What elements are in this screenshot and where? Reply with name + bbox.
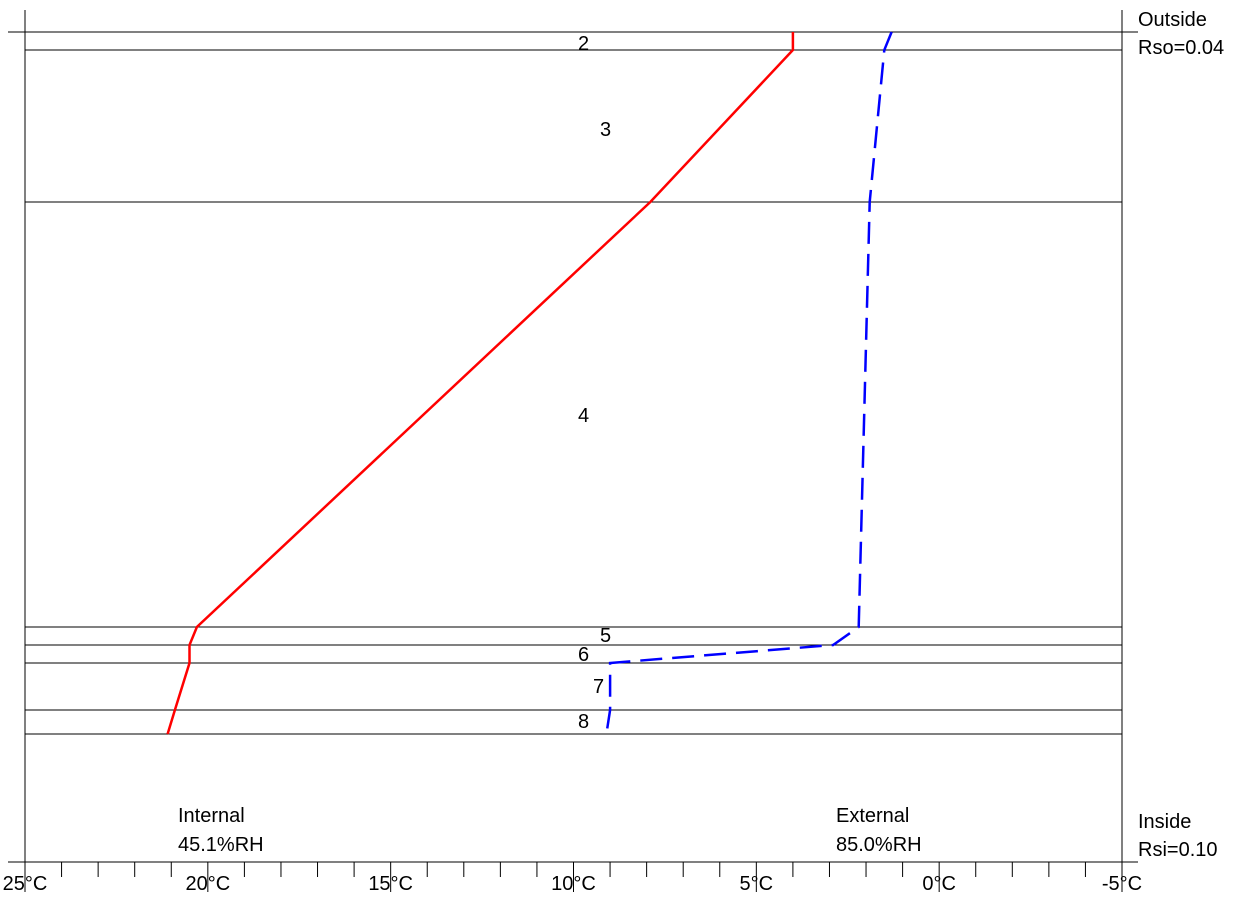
x-tick-label: 10°C bbox=[551, 873, 596, 895]
layer-boundaries bbox=[8, 31, 1138, 735]
x-tick-label: 15°C bbox=[368, 873, 413, 895]
internal-rh-label: 45.1%RH bbox=[178, 834, 264, 856]
external-title: External bbox=[836, 805, 909, 827]
x-tick-label: 0°C bbox=[922, 873, 956, 895]
outside-rso-label: Rso=0.04 bbox=[1138, 37, 1224, 59]
x-tick-label: -5°C bbox=[1102, 873, 1142, 895]
x-tick-label: 20°C bbox=[185, 873, 230, 895]
x-axis-tick-labels: 25°C 20°C 15°C 10°C 5°C 0°C -5°C bbox=[3, 873, 1142, 895]
internal-title: Internal bbox=[178, 805, 245, 827]
x-tick-label: 25°C bbox=[3, 873, 48, 895]
dewpoint-line bbox=[605, 31, 893, 735]
outside-title: Outside bbox=[1138, 9, 1207, 31]
layer-label: 4 bbox=[578, 405, 589, 427]
external-rh-label: 85.0%RH bbox=[836, 834, 922, 856]
inside-rsi-label: Rsi=0.10 bbox=[1138, 839, 1218, 861]
layer-label: 2 bbox=[578, 33, 589, 55]
layer-label: 5 bbox=[600, 625, 611, 647]
x-tick-label: 5°C bbox=[740, 873, 774, 895]
layer-label: 8 bbox=[578, 711, 589, 733]
x-axis-ticks bbox=[24, 862, 1123, 892]
inside-title: Inside bbox=[1138, 811, 1191, 833]
series bbox=[166, 31, 893, 735]
layer-label: 7 bbox=[593, 676, 604, 698]
layer-label: 3 bbox=[600, 119, 611, 141]
layer-label: 6 bbox=[578, 644, 589, 666]
temperature-line bbox=[166, 32, 795, 735]
